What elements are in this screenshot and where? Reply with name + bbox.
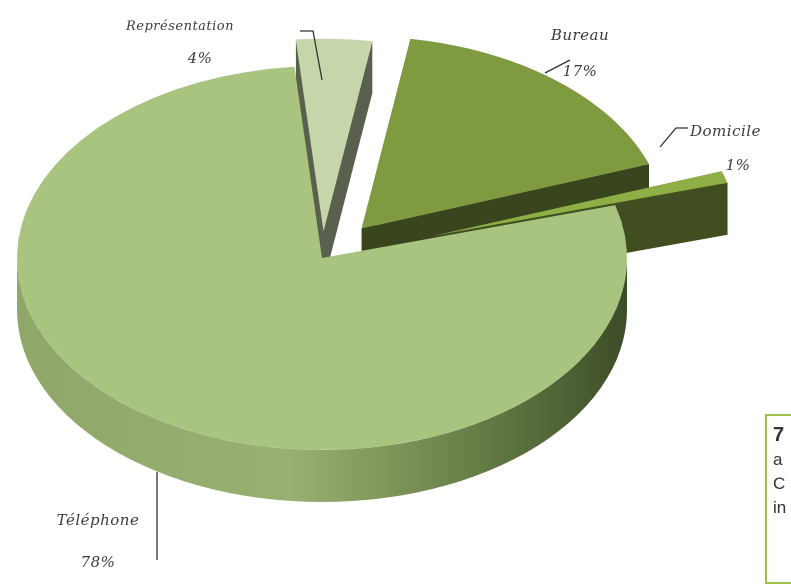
slice-top-face	[295, 38, 373, 231]
label-domicile-percent: 1%	[726, 156, 751, 174]
leader-line-bureau	[544, 59, 571, 74]
slice-telephone	[17, 66, 627, 502]
side-note-box: 7 a C in	[765, 414, 791, 584]
slice-cut-wall	[323, 41, 373, 283]
label-bureau-percent: 17%	[563, 62, 598, 80]
side-note-line-3: C	[773, 474, 786, 493]
slice-top-face	[434, 171, 728, 236]
label-representation-name: Représentation	[125, 19, 234, 34]
label-bureau-name: Bureau	[550, 26, 609, 44]
leader-line-representation	[300, 30, 323, 81]
slice-top-face	[361, 38, 649, 229]
label-telephone-name: Téléphone	[57, 511, 140, 529]
label-domicile-name: Domicile	[689, 122, 761, 140]
label-telephone-percent: 78%	[81, 553, 116, 571]
slice-top-face	[17, 66, 627, 450]
slice-side-wall	[17, 258, 627, 502]
leader-line-domicile	[659, 127, 688, 148]
side-note-line-2: a	[773, 450, 783, 469]
label-representation-percent: 4%	[187, 49, 213, 67]
side-note-line-1: 7	[773, 424, 785, 446]
side-note-line-4: in	[773, 498, 787, 517]
